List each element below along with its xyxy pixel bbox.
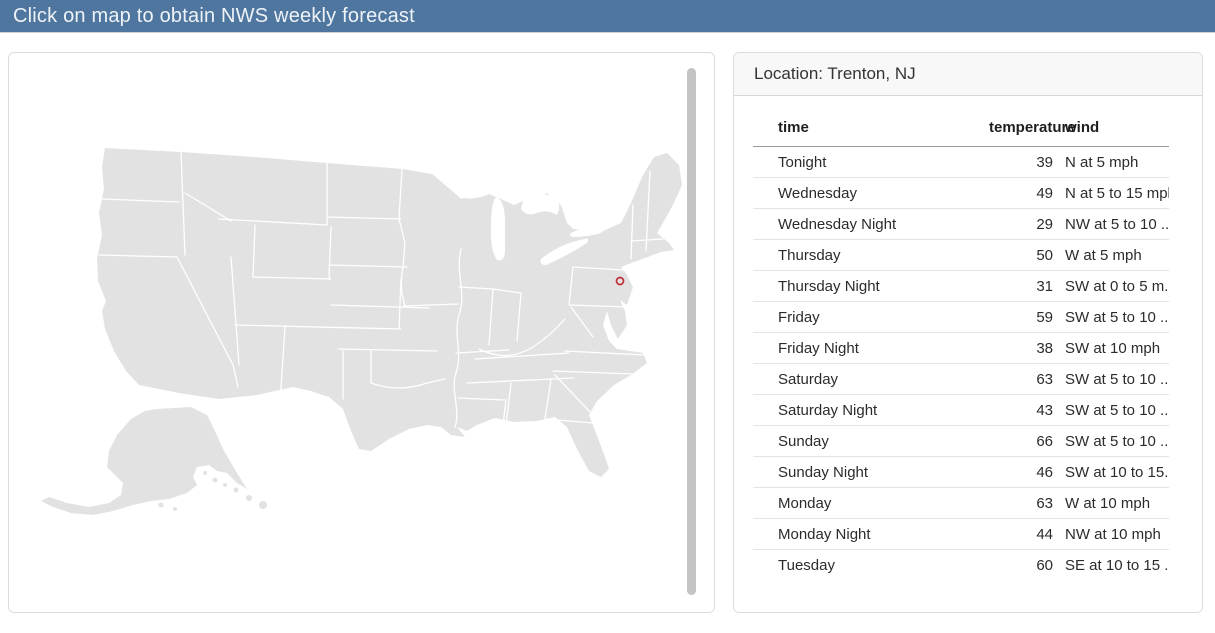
cell-wind: SW at 10 to 15... bbox=[1053, 456, 1169, 488]
cell-time: Wednesday Night bbox=[753, 208, 989, 240]
cell-temperature: 66 bbox=[989, 425, 1053, 457]
table-row: Monday Night 44 NW at 10 mph bbox=[753, 518, 1169, 550]
table-row: Friday 59 SW at 5 to 10 ... bbox=[753, 301, 1169, 333]
cell-wind: N at 5 to 15 mph bbox=[1053, 177, 1169, 209]
cell-wind: NW at 10 mph bbox=[1053, 518, 1169, 550]
cell-temperature: 31 bbox=[989, 270, 1053, 302]
table-row: Thursday Night 31 SW at 0 to 5 m... bbox=[753, 270, 1169, 302]
table-row: Thursday 50 W at 5 mph bbox=[753, 239, 1169, 271]
table-row: Friday Night 38 SW at 10 mph bbox=[753, 332, 1169, 364]
table-row: Sunday Night 46 SW at 10 to 15... bbox=[753, 456, 1169, 488]
lake-huron bbox=[521, 193, 560, 215]
lake-michigan bbox=[490, 197, 505, 261]
cell-wind: SW at 10 mph bbox=[1053, 332, 1169, 364]
cell-temperature: 38 bbox=[989, 332, 1053, 364]
cell-wind: W at 5 mph bbox=[1053, 239, 1169, 271]
cell-time: Saturday Night bbox=[753, 394, 989, 426]
cell-time: Tuesday bbox=[778, 556, 835, 574]
table-row: Wednesday Night 29 NW at 5 to 10 ... bbox=[753, 208, 1169, 240]
cell-temperature: 46 bbox=[989, 456, 1053, 488]
table-row: Saturday 63 SW at 5 to 10 ... bbox=[753, 363, 1169, 395]
table-row: Saturday Night 43 SW at 5 to 10 ... bbox=[753, 394, 1169, 426]
cell-temperature: 50 bbox=[989, 239, 1053, 271]
column-header-wind: wind bbox=[1053, 113, 1169, 147]
cell-temperature: 39 bbox=[989, 146, 1053, 178]
lake-superior bbox=[419, 161, 490, 199]
alaska-shape[interactable] bbox=[41, 407, 247, 515]
cell-temperature: 60 bbox=[1036, 556, 1053, 574]
location-label: Location: Trenton, NJ bbox=[754, 64, 916, 83]
cell-temperature: 29 bbox=[989, 208, 1053, 240]
cell-wind: SE at 10 to 15 ... bbox=[1065, 556, 1169, 574]
forecast-table-body: Tonight 39 N at 5 mph Wednesday 49 N at … bbox=[753, 146, 1169, 581]
table-header-row: time temperature wind bbox=[753, 113, 1169, 147]
cell-time: Wednesday bbox=[753, 177, 989, 209]
column-header-time: time bbox=[753, 113, 989, 147]
cell-temperature: 59 bbox=[989, 301, 1053, 333]
app-header: Click on map to obtain NWS weekly foreca… bbox=[0, 0, 1215, 33]
state-borders-east bbox=[400, 170, 664, 428]
cell-temperature: 63 bbox=[989, 363, 1053, 395]
location-header: Location: Trenton, NJ bbox=[734, 53, 1202, 96]
cell-time: Saturday bbox=[753, 363, 989, 395]
cell-time: Monday bbox=[753, 487, 989, 519]
alaska-island bbox=[173, 507, 177, 511]
cell-time: Tonight bbox=[753, 146, 989, 178]
forecast-table: time temperature wind Tonight 39 N at 5 … bbox=[753, 113, 1169, 580]
cell-wind: NW at 5 to 10 ... bbox=[1053, 208, 1169, 240]
cell-wind: W at 10 mph bbox=[1053, 487, 1169, 519]
cell-time: Thursday Night bbox=[753, 270, 989, 302]
contiguous-us-shape[interactable] bbox=[97, 148, 682, 477]
cell-time: Monday Night bbox=[753, 518, 989, 550]
cell-temperature: 44 bbox=[989, 518, 1053, 550]
cell-temperature: 63 bbox=[989, 487, 1053, 519]
table-row: Tonight 39 N at 5 mph bbox=[753, 146, 1169, 178]
cell-time: Sunday Night bbox=[753, 456, 989, 488]
cell-temperature: 43 bbox=[989, 394, 1053, 426]
state-borders-west bbox=[98, 151, 446, 400]
map-marker-trenton[interactable] bbox=[615, 276, 625, 286]
table-row: Sunday 66 SW at 5 to 10 ... bbox=[753, 425, 1169, 457]
cell-wind: N at 5 mph bbox=[1053, 146, 1169, 178]
forecast-panel: Location: Trenton, NJ time temperature w… bbox=[733, 52, 1203, 613]
alaska-island bbox=[158, 502, 164, 508]
cell-wind: SW at 0 to 5 m... bbox=[1053, 270, 1169, 302]
cell-wind: SW at 5 to 10 ... bbox=[1053, 394, 1169, 426]
lake-ontario bbox=[570, 226, 604, 237]
us-map[interactable] bbox=[9, 53, 714, 612]
table-row: Wednesday 49 N at 5 to 15 mph bbox=[753, 177, 1169, 209]
cell-wind: SW at 5 to 10 ... bbox=[1053, 363, 1169, 395]
cell-wind: SW at 5 to 10 ... bbox=[1053, 301, 1169, 333]
hawaii-islands[interactable] bbox=[203, 471, 267, 509]
table-row: Tuesday 60 SE at 10 to 15 ... bbox=[753, 550, 1169, 581]
cell-time: Thursday bbox=[753, 239, 989, 271]
cell-time: Friday bbox=[753, 301, 989, 333]
cell-time: Sunday bbox=[753, 425, 989, 457]
lake-erie bbox=[540, 238, 589, 265]
cell-temperature: 49 bbox=[989, 177, 1053, 209]
page-title: Click on map to obtain NWS weekly foreca… bbox=[13, 4, 415, 27]
map-scrollbar[interactable] bbox=[687, 68, 696, 595]
column-header-temperature: temperature bbox=[989, 113, 1076, 147]
table-row: Monday 63 W at 10 mph bbox=[753, 487, 1169, 519]
cell-time: Friday Night bbox=[753, 332, 989, 364]
map-panel bbox=[8, 52, 715, 613]
cell-wind: SW at 5 to 10 ... bbox=[1053, 425, 1169, 457]
